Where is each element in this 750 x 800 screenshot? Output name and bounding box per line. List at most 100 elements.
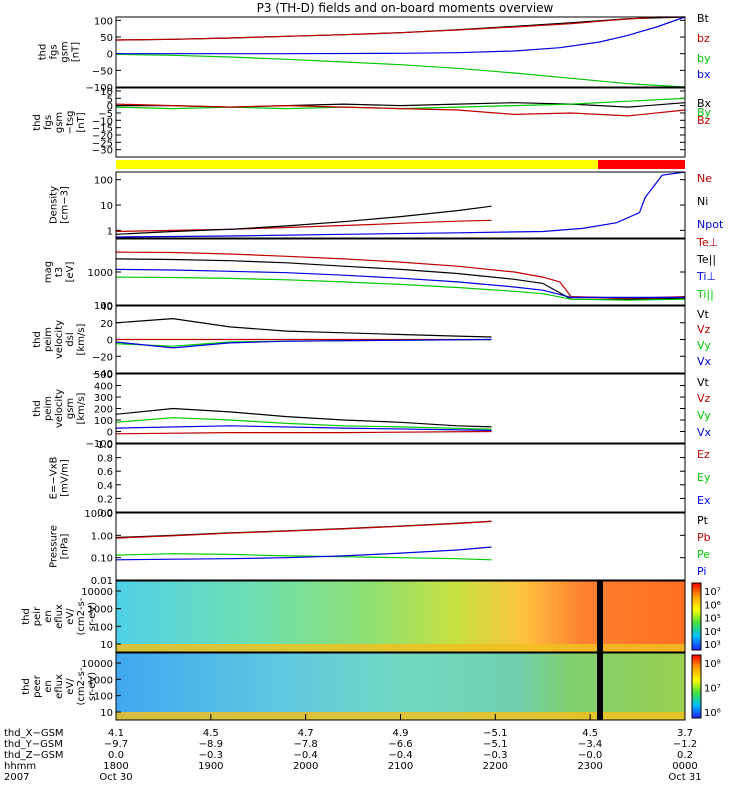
ylabel-line: mag — [43, 261, 54, 283]
xtick-label: 4.5 — [203, 728, 219, 739]
panel-frame — [115, 443, 686, 513]
xtick-label: Oct 30 — [99, 772, 132, 783]
panel-frame — [115, 373, 686, 444]
ylabel-line: velocity — [54, 320, 65, 359]
ylabel-line: fgs — [49, 44, 60, 59]
ylabel-panel-3: Density [cm−3] — [49, 186, 71, 224]
legend-Ex: Ex — [697, 494, 711, 507]
legend-Pe: Pe — [697, 548, 710, 561]
panel-9: 10000 1000 100 10 10⁷ 10⁶ 10⁵ 10⁴ 10³ — [81, 580, 721, 653]
series-line-bz — [115, 16, 685, 41]
ylabel-line: t3 — [54, 267, 65, 277]
ylabel-line: en — [43, 610, 54, 623]
ytick-label: 0.4 — [97, 481, 113, 492]
legend-Npot: Npot — [697, 218, 724, 231]
ylabel-line: sr-eV) — [87, 602, 98, 631]
spectrogram-gap — [597, 581, 603, 652]
ytick-label: −20 — [92, 131, 113, 142]
ytick-label: 100 — [94, 301, 113, 312]
ylabel-line: [cm−3] — [60, 186, 71, 224]
ylabel-line: (cm2-s- — [76, 667, 87, 705]
xtick-label: 2100 — [388, 761, 413, 772]
series-line-Te⊥ — [115, 251, 686, 299]
coverage-bar-red — [598, 160, 685, 169]
series-line-Vy — [115, 417, 492, 430]
ylabel-line: sr-eV) — [87, 672, 98, 701]
xtick-label: −5.1 — [483, 728, 507, 739]
xtick-label: −0.4 — [294, 750, 318, 761]
xtick-label: 0000 — [672, 761, 697, 772]
ytick-label: −25 — [92, 138, 113, 149]
coverage-bar-yellow — [116, 160, 598, 169]
ytick-label: 10.00 — [84, 509, 113, 520]
panel-3: 100 10 1 Ne Ni Npot — [94, 171, 724, 239]
ylabel-line: thd — [32, 114, 43, 131]
ylabel-line: dsl — [65, 332, 76, 346]
ytick-label: −100 — [86, 439, 113, 450]
ylabel-line: [km/s] — [76, 323, 87, 355]
ylabel-line: peer — [32, 674, 43, 698]
colorbar-tick-label: 10³ — [704, 640, 721, 651]
ylabel-line: [eV] — [65, 262, 76, 283]
legend-Ey: Ey — [697, 471, 711, 484]
ylabel-line: −tsg — [65, 111, 76, 135]
ylabel-line: gsm — [60, 41, 71, 62]
ytick-label: −15 — [92, 124, 113, 135]
xtick-label: −8.9 — [199, 739, 223, 750]
legend-Bt: Bt — [697, 12, 710, 25]
series-line-Vx — [115, 425, 492, 431]
xtick-label: −9.7 — [104, 739, 128, 750]
ytick-label: 10 — [100, 201, 113, 212]
xtick-label: 3.7 — [677, 728, 693, 739]
panel-5: 40 20 0 −20 −40 Vt Vz Vy Vx — [92, 302, 712, 380]
legend-Ti⊥: Ti⊥ — [696, 270, 716, 283]
ylabel-line: [nT] — [76, 112, 87, 132]
colorbar — [691, 582, 702, 651]
colorbar-tick-label: 10⁷ — [704, 587, 721, 598]
series-line-Vz — [115, 430, 492, 435]
series-line-bx — [116, 16, 686, 55]
xaxis-row-label: thd_Z−GSM — [4, 750, 64, 761]
ytick-label: 1 — [107, 226, 113, 237]
ytick-label: 0 — [107, 102, 113, 113]
series-line-Ti|| — [115, 276, 686, 301]
ytick-label: 0.8 — [97, 454, 113, 465]
ytick-label: 0 — [107, 336, 113, 347]
ylabel-panel-4: mag t3 [eV] — [43, 261, 76, 283]
ylabel-line: thd — [21, 678, 32, 695]
ytick-label: 100 — [94, 416, 113, 427]
colorbar-tick-label: 10⁷ — [704, 684, 721, 695]
ytick-label: 10 — [100, 708, 113, 719]
panel-8: 10.00 1.00 0.10 0.01 Pt Pb Pe Pi — [84, 509, 710, 587]
ylabel-line: thd — [32, 400, 43, 417]
colorbar-tick-label: 10⁵ — [704, 614, 721, 625]
legend-bz: bz — [697, 32, 710, 45]
xtick-label: −0.3 — [483, 750, 507, 761]
spectrogram-band — [116, 644, 685, 652]
ylabel-panel-2: thd fgs gsm −tsg [nT] — [32, 111, 87, 135]
legend-Vx: Vx — [697, 426, 712, 439]
legend-Vz: Vz — [697, 392, 711, 405]
legend-Ez: Ez — [697, 448, 710, 461]
ylabel-line: thd — [32, 331, 43, 348]
ytick-label: 1000 — [88, 675, 113, 686]
ylabel-line: eflux — [54, 604, 65, 629]
legend-by: by — [697, 52, 711, 65]
ylabel-line: (cm2-s- — [76, 597, 87, 635]
xtick-label: 4.9 — [393, 728, 409, 739]
xtick-label: −1.2 — [673, 739, 697, 750]
xtick-label: 0.0 — [108, 750, 124, 761]
panel-4: 1000 100 Te⊥ Te|| Ti⊥ Ti|| — [88, 236, 719, 312]
series-line-Npot — [115, 171, 686, 238]
spectrogram — [116, 581, 685, 652]
legend-By: By — [697, 106, 712, 119]
ylabel-line: [km/s] — [76, 392, 87, 424]
ytick-label: 0.10 — [91, 554, 113, 565]
ylabel-line: peim — [43, 327, 54, 352]
ytick-label: 1.0 — [97, 440, 113, 451]
ytick-label: 1000 — [88, 605, 113, 616]
legend-Te⊥: Te⊥ — [696, 236, 718, 249]
ytick-label: 10000 — [81, 659, 113, 670]
ylabel-panel-7: E=−VxB [mV/m] — [49, 457, 71, 500]
